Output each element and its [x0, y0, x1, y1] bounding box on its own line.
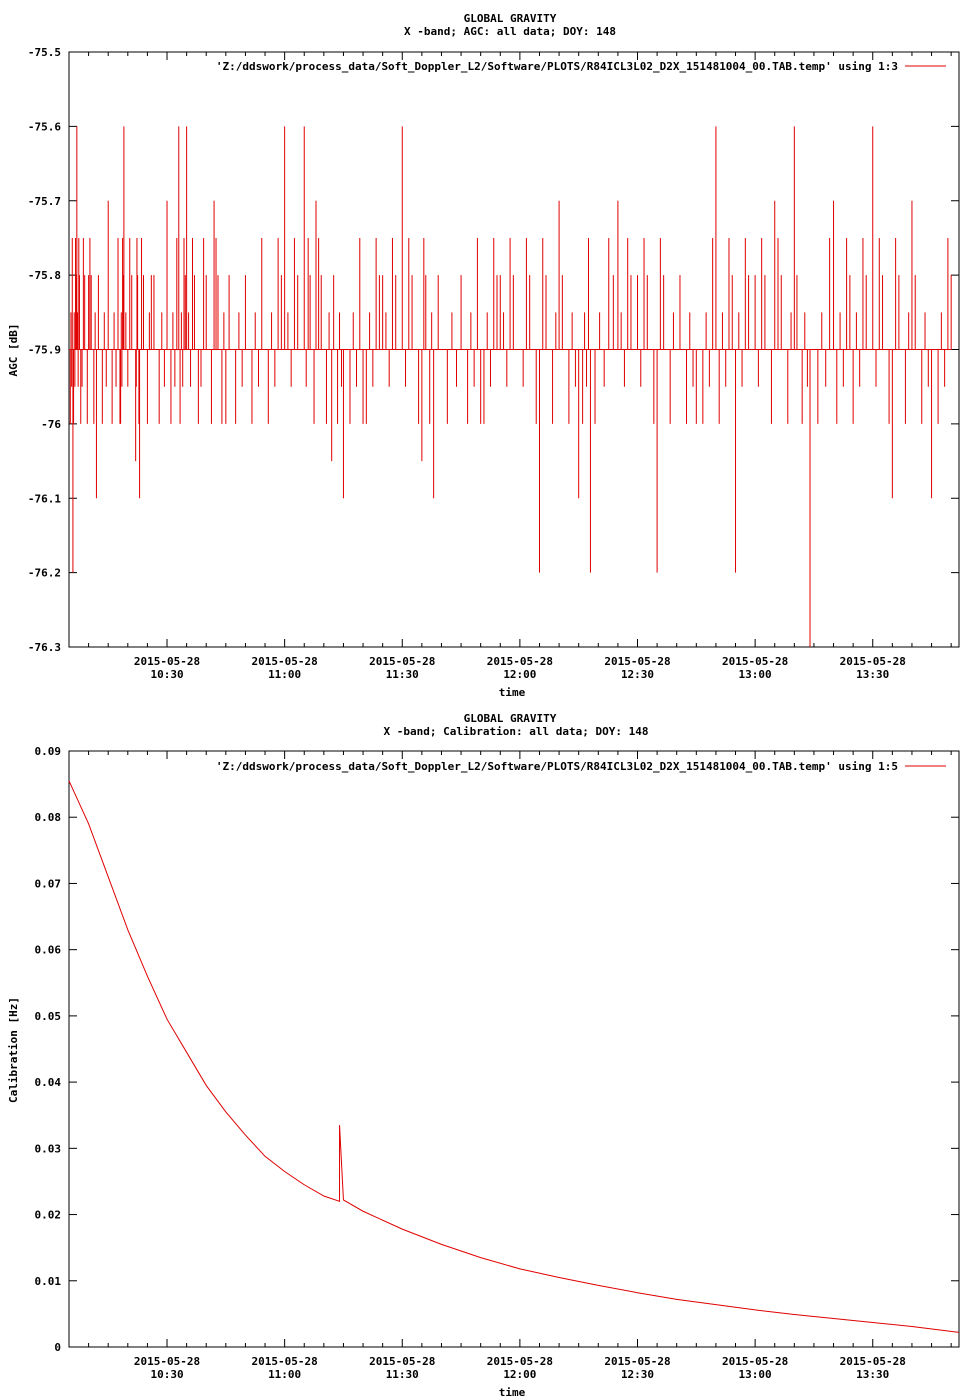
x-tick-time-label: 13:30: [856, 1368, 889, 1381]
agc-y-axis-label: AGC [dB]: [7, 324, 20, 377]
agc-title: GLOBAL GRAVITY: [464, 12, 557, 25]
x-tick-date-label: 2015-05-28: [604, 1355, 670, 1368]
agc-y-ticks: -75.5 -75.6 -75.7 -75.8 -75.9 -76 -76.1 -76.2 -7…: [28, 46, 959, 654]
y-tick-label: -76.1: [28, 492, 61, 505]
x-tick-time-label: 11:30: [386, 1368, 419, 1381]
x-tick-date-label: 2015-05-28: [134, 655, 200, 668]
y-tick-label: -76.2: [28, 567, 61, 580]
y-tick-label: 0.09: [35, 745, 62, 758]
y-tick-label: 0.03: [35, 1142, 62, 1155]
x-tick-date-label: 2015-05-28: [840, 655, 906, 668]
calibration-x-ticks: 2015-05-2810:302015-05-2811:002015-05-28…: [68, 751, 952, 1381]
y-tick-label: 0.02: [35, 1209, 62, 1222]
x-tick-date-label: 2015-05-28: [840, 1355, 906, 1368]
agc-legend-label: 'Z:/ddswork/process_data/Soft_Doppler_L2…: [216, 60, 898, 73]
x-tick-date-label: 2015-05-28: [722, 655, 788, 668]
y-tick-label: -76.3: [28, 641, 61, 654]
x-tick-date-label: 2015-05-28: [134, 1355, 200, 1368]
y-tick-label: 0: [54, 1341, 61, 1354]
calibration-plot-frame: [68, 750, 960, 1348]
x-tick-date-label: 2015-05-28: [487, 655, 553, 668]
y-tick-label: 0.05: [35, 1010, 62, 1023]
y-tick-label: -75.7: [28, 195, 61, 208]
x-tick-date-label: 2015-05-28: [252, 655, 318, 668]
y-tick-label: 0.01: [35, 1275, 62, 1288]
x-tick-time-label: 13:30: [856, 668, 889, 681]
x-tick-time-label: 10:30: [150, 1368, 183, 1381]
calibration-y-ticks: 0 0.01 0.02 0.03 0.04 0.05 0.06 0.07 0.08 0.09: [35, 745, 959, 1354]
x-tick-date-label: 2015-05-28: [369, 655, 435, 668]
y-tick-label: 0.07: [35, 877, 62, 890]
calibration-x-axis-label: time: [499, 1386, 526, 1399]
y-tick-label: -75.9: [28, 344, 61, 357]
calibration-y-axis-label: Calibration [Hz]: [7, 997, 20, 1103]
y-tick-label: 0.06: [35, 944, 62, 957]
x-tick-time-label: 13:00: [739, 668, 772, 681]
x-tick-time-label: 11:00: [268, 668, 301, 681]
calibration-legend-label: 'Z:/ddswork/process_data/Soft_Doppler_L2…: [216, 760, 898, 773]
y-tick-label: -75.6: [28, 120, 61, 133]
x-tick-time-label: 12:30: [621, 1368, 654, 1381]
agc-subtitle: X -band; AGC: all data; DOY: 148: [404, 25, 616, 38]
x-tick-time-label: 11:30: [386, 668, 419, 681]
y-tick-label: -76: [41, 418, 61, 431]
calibration-title: GLOBAL GRAVITY: [464, 712, 557, 725]
x-tick-time-label: 11:00: [268, 1368, 301, 1381]
agc-x-ticks: 2015-05-2810:302015-05-2811:002015-05-28…: [68, 52, 952, 681]
x-tick-time-label: 12:00: [503, 668, 536, 681]
x-tick-time-label: 12:00: [503, 1368, 536, 1381]
y-tick-label: -75.5: [28, 46, 61, 59]
calibration-panel: GLOBAL GRAVITY X -band; Calibration: all…: [7, 712, 960, 1399]
agc-panel: GLOBAL GRAVITY X -band; AGC: all data; D…: [7, 12, 960, 699]
y-tick-label: 0.08: [35, 811, 62, 824]
calibration-subtitle: X -band; Calibration: all data; DOY: 148: [384, 725, 649, 738]
y-tick-label: 0.04: [35, 1076, 62, 1089]
y-tick-label: -75.8: [28, 269, 61, 282]
x-tick-time-label: 13:00: [739, 1368, 772, 1381]
agc-x-axis-label: time: [499, 686, 526, 699]
x-tick-time-label: 10:30: [150, 668, 183, 681]
x-tick-date-label: 2015-05-28: [369, 1355, 435, 1368]
x-tick-date-label: 2015-05-28: [252, 1355, 318, 1368]
x-tick-date-label: 2015-05-28: [722, 1355, 788, 1368]
x-tick-time-label: 12:30: [621, 668, 654, 681]
calibration-series-line: [68, 780, 960, 1333]
x-tick-date-label: 2015-05-28: [487, 1355, 553, 1368]
agc-series-line: [69, 126, 952, 647]
x-tick-date-label: 2015-05-28: [604, 655, 670, 668]
